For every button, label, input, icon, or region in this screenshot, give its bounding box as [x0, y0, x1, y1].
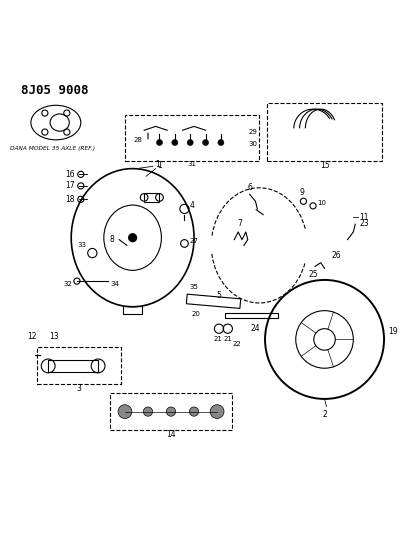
- Text: 7: 7: [238, 219, 242, 228]
- Text: 25: 25: [308, 270, 318, 279]
- Circle shape: [218, 140, 224, 146]
- Text: 21: 21: [213, 336, 222, 342]
- Text: 33: 33: [78, 242, 86, 248]
- Text: 9: 9: [299, 188, 304, 197]
- Circle shape: [202, 140, 209, 146]
- Text: 4: 4: [190, 200, 194, 209]
- Circle shape: [190, 407, 199, 416]
- Bar: [48, 360, 98, 372]
- Text: 16: 16: [66, 170, 75, 179]
- Text: 6: 6: [247, 183, 252, 192]
- Text: 3: 3: [76, 384, 81, 393]
- Bar: [186, 294, 241, 309]
- Text: 15: 15: [320, 160, 329, 169]
- Circle shape: [128, 233, 137, 243]
- Text: 12: 12: [27, 333, 37, 341]
- Text: 35: 35: [190, 284, 198, 289]
- Bar: [123, 306, 142, 314]
- Text: 2: 2: [322, 410, 327, 419]
- Text: 22: 22: [232, 341, 241, 348]
- Text: 8J05 9008: 8J05 9008: [21, 84, 89, 97]
- Text: 1: 1: [157, 161, 162, 170]
- Text: 31: 31: [188, 161, 197, 167]
- Text: 23: 23: [359, 219, 369, 228]
- Text: DANA MODEL 35 AXLE (REF.): DANA MODEL 35 AXLE (REF.): [10, 147, 94, 151]
- Text: 13: 13: [49, 333, 59, 341]
- Text: 24: 24: [251, 324, 260, 333]
- Text: 18: 18: [66, 195, 75, 204]
- Text: 14: 14: [166, 430, 176, 439]
- Bar: [225, 312, 278, 318]
- Bar: [144, 193, 160, 202]
- Text: 32: 32: [63, 281, 72, 287]
- Text: 27: 27: [190, 238, 198, 244]
- Text: 1: 1: [156, 159, 160, 168]
- Text: 19: 19: [388, 327, 398, 336]
- Text: 10: 10: [317, 200, 326, 206]
- Text: 5: 5: [216, 291, 221, 300]
- Text: 26: 26: [332, 251, 341, 260]
- Text: 30: 30: [248, 141, 258, 148]
- Text: 29: 29: [248, 129, 258, 135]
- Circle shape: [210, 405, 224, 418]
- Circle shape: [172, 140, 178, 146]
- Text: 20: 20: [192, 311, 200, 318]
- Text: 21: 21: [223, 336, 232, 342]
- Text: 17: 17: [66, 181, 75, 190]
- Text: 28: 28: [133, 137, 142, 143]
- Circle shape: [187, 140, 193, 146]
- Text: 8: 8: [110, 235, 114, 244]
- Text: 11: 11: [359, 213, 368, 222]
- Circle shape: [166, 407, 176, 416]
- Circle shape: [156, 140, 162, 146]
- Circle shape: [143, 407, 152, 416]
- Circle shape: [118, 405, 132, 418]
- Text: 34: 34: [110, 281, 119, 287]
